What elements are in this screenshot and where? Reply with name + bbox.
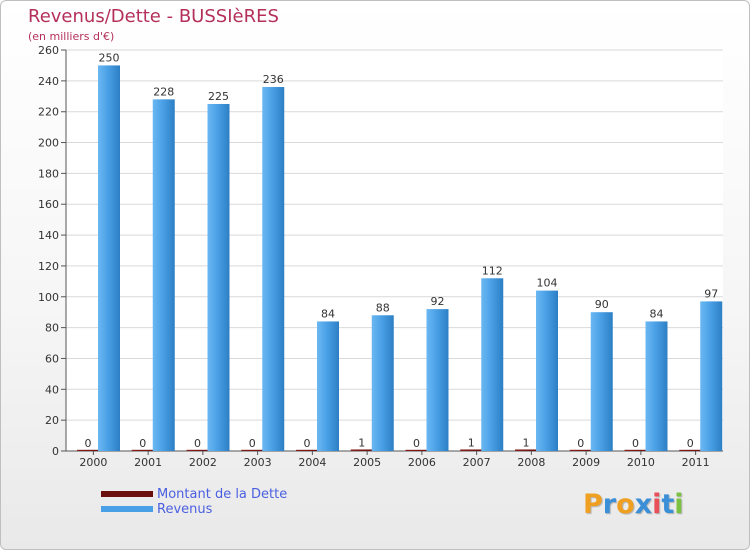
bar-revenue-2001 xyxy=(152,99,175,451)
bar-debt-2010 xyxy=(624,449,647,451)
bar-debt-2008 xyxy=(515,449,537,451)
data-label-debt-2001: 0 xyxy=(139,437,146,450)
data-label-debt-2004: 0 xyxy=(304,437,311,450)
data-label-revenue-2001: 228 xyxy=(153,85,174,98)
x-tick-label-2004: 2004 xyxy=(298,456,326,469)
data-label-debt-2002: 0 xyxy=(194,437,201,450)
bar-revenue-2005 xyxy=(371,315,394,451)
data-label-debt-2009: 0 xyxy=(577,437,584,450)
x-tick-label-2007: 2007 xyxy=(463,456,491,469)
logo-letter: i xyxy=(652,489,662,520)
y-tick-label-20: 20 xyxy=(45,414,59,427)
bar-debt-2001 xyxy=(131,449,154,451)
x-tick-label-2011: 2011 xyxy=(682,456,710,469)
x-tick-label-2003: 2003 xyxy=(244,456,272,469)
bar-revenue-2000 xyxy=(98,65,120,451)
logo-letter: r xyxy=(602,489,617,520)
logo-letter: P xyxy=(583,489,603,520)
data-label-revenue-2006: 92 xyxy=(431,295,445,308)
data-label-revenue-2010: 84 xyxy=(650,307,664,320)
y-tick-label-140: 140 xyxy=(38,229,59,242)
data-label-debt-2000: 0 xyxy=(85,437,92,450)
y-tick-label-200: 200 xyxy=(38,137,59,150)
bar-debt-2011 xyxy=(679,449,702,451)
data-label-debt-2003: 0 xyxy=(249,437,256,450)
bar-revenue-2007 xyxy=(481,278,504,451)
data-label-debt-2008: 1 xyxy=(523,436,530,449)
bar-debt-2003 xyxy=(241,449,264,451)
bar-revenue-2003 xyxy=(262,87,285,451)
y-tick-label-220: 220 xyxy=(38,106,59,119)
legend-label-revenue: Revenus xyxy=(157,502,213,517)
y-tick-label-100: 100 xyxy=(38,291,59,304)
x-tick-label-2005: 2005 xyxy=(353,456,381,469)
data-label-revenue-2007: 112 xyxy=(482,264,503,277)
data-label-revenue-2004: 84 xyxy=(321,307,335,320)
y-tick-label-180: 180 xyxy=(38,167,59,180)
data-label-debt-2010: 0 xyxy=(632,437,639,450)
bar-debt-2009 xyxy=(569,449,592,451)
bar-debt-2000 xyxy=(77,449,99,451)
data-label-revenue-2008: 104 xyxy=(537,277,558,290)
bar-debt-2005 xyxy=(350,449,373,451)
y-tick-label-260: 260 xyxy=(38,44,59,57)
bar-debt-2006 xyxy=(405,449,428,451)
data-label-revenue-2003: 236 xyxy=(263,73,284,86)
y-tick-label-160: 160 xyxy=(38,198,59,211)
x-tick-label-2006: 2006 xyxy=(408,456,436,469)
y-tick-label-0: 0 xyxy=(52,445,59,458)
data-label-revenue-2009: 90 xyxy=(595,298,609,311)
legend-swatch-debt xyxy=(101,491,153,497)
bar-revenue-2008 xyxy=(536,290,558,451)
x-tick-label-2008: 2008 xyxy=(517,456,545,469)
data-label-revenue-2002: 225 xyxy=(208,90,229,103)
data-label-debt-2007: 1 xyxy=(468,436,475,449)
logo-letter: x xyxy=(634,489,653,520)
chart-title: Revenus/Dette - BUSSIèRES xyxy=(28,6,279,27)
y-tick-label-240: 240 xyxy=(38,75,59,88)
legend-swatch-revenue xyxy=(101,506,153,512)
logo-letter: o xyxy=(616,489,635,520)
data-label-revenue-2005: 88 xyxy=(376,301,390,314)
y-tick-label-120: 120 xyxy=(38,260,59,273)
bar-revenue-2006 xyxy=(426,309,449,451)
bar-revenue-2009 xyxy=(590,312,613,451)
plot-area xyxy=(66,50,723,451)
logo-letter: i xyxy=(674,489,684,520)
logo-letter: t xyxy=(661,489,675,520)
bar-revenue-2011 xyxy=(700,301,723,451)
x-tick-label-2010: 2010 xyxy=(627,456,655,469)
y-tick-label-80: 80 xyxy=(45,322,59,335)
x-tick-label-2000: 2000 xyxy=(79,456,107,469)
data-label-revenue-2011: 97 xyxy=(704,287,718,300)
bar-debt-2002 xyxy=(186,449,209,451)
chart-subtitle: (en milliers d'€) xyxy=(28,30,115,43)
bar-debt-2004 xyxy=(296,449,318,451)
x-tick-label-2009: 2009 xyxy=(572,456,600,469)
y-tick-label-40: 40 xyxy=(45,383,59,396)
x-tick-label-2001: 2001 xyxy=(134,456,162,469)
data-label-debt-2006: 0 xyxy=(413,437,420,450)
legend-label-debt: Montant de la Dette xyxy=(157,487,288,502)
x-tick-label-2002: 2002 xyxy=(189,456,217,469)
bar-revenue-2004 xyxy=(317,321,339,451)
proxiti-logo: Proxiti xyxy=(583,489,684,520)
bar-debt-2007 xyxy=(460,449,483,451)
data-label-debt-2005: 1 xyxy=(358,436,365,449)
y-tick-label-60: 60 xyxy=(45,352,59,365)
data-label-debt-2011: 0 xyxy=(687,437,694,450)
bar-revenue-2010 xyxy=(645,321,668,451)
bar-revenue-2002 xyxy=(207,103,230,451)
data-label-revenue-2000: 250 xyxy=(99,51,120,64)
